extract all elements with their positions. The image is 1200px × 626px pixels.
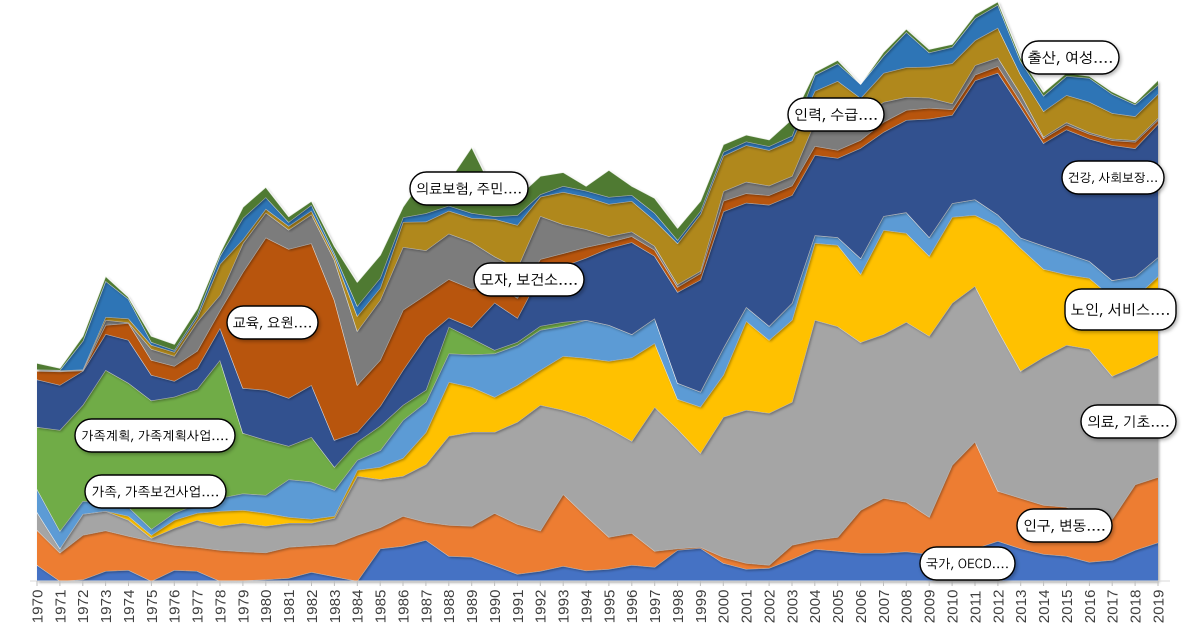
svg-text:1976: 1976 [167,590,184,624]
svg-text:2014: 2014 [1036,590,1053,624]
svg-text:1970: 1970 [29,590,46,624]
svg-text:2006: 2006 [853,590,870,624]
svg-text:1994: 1994 [579,590,596,624]
svg-text:1995: 1995 [601,590,618,624]
svg-text:2015: 2015 [1059,590,1076,624]
svg-text:1984: 1984 [350,590,367,624]
svg-text:1978: 1978 [212,590,229,624]
svg-text:1999: 1999 [693,590,710,624]
svg-text:2007: 2007 [876,590,893,624]
svg-text:2000: 2000 [716,590,733,624]
svg-text:1989: 1989 [464,590,481,624]
svg-text:2019: 2019 [1150,590,1167,624]
svg-text:1983: 1983 [327,590,344,624]
svg-text:2001: 2001 [739,590,756,624]
svg-text:2010: 2010 [945,590,962,624]
svg-text:1973: 1973 [98,590,115,624]
svg-text:2005: 2005 [830,590,847,624]
svg-text:1991: 1991 [510,590,527,624]
svg-text:1971: 1971 [52,590,69,624]
svg-text:1977: 1977 [190,590,207,624]
svg-text:2003: 2003 [784,590,801,624]
svg-text:2002: 2002 [762,590,779,624]
svg-text:1987: 1987 [418,590,435,624]
svg-text:1993: 1993 [556,590,573,624]
svg-text:1988: 1988 [441,590,458,624]
svg-text:1998: 1998 [670,590,687,624]
svg-text:1992: 1992 [533,590,550,624]
svg-text:2017: 2017 [1105,590,1122,624]
svg-text:1982: 1982 [304,590,321,624]
svg-text:1997: 1997 [647,590,664,624]
svg-text:1980: 1980 [258,590,275,624]
svg-text:1975: 1975 [144,590,161,624]
svg-text:1974: 1974 [121,590,138,624]
svg-text:2011: 2011 [967,591,984,624]
svg-text:1996: 1996 [624,590,641,624]
svg-text:2008: 2008 [899,590,916,624]
svg-text:1990: 1990 [487,590,504,624]
svg-text:2009: 2009 [922,590,939,624]
svg-text:2013: 2013 [1013,590,1030,624]
svg-text:2012: 2012 [990,590,1007,624]
svg-text:1972: 1972 [75,590,92,624]
svg-text:2004: 2004 [807,590,824,624]
svg-text:1985: 1985 [373,590,390,624]
svg-text:1981: 1981 [281,590,298,624]
svg-text:1986: 1986 [395,590,412,624]
svg-text:2018: 2018 [1128,590,1145,624]
svg-text:2016: 2016 [1082,590,1099,624]
svg-text:1979: 1979 [235,590,252,624]
